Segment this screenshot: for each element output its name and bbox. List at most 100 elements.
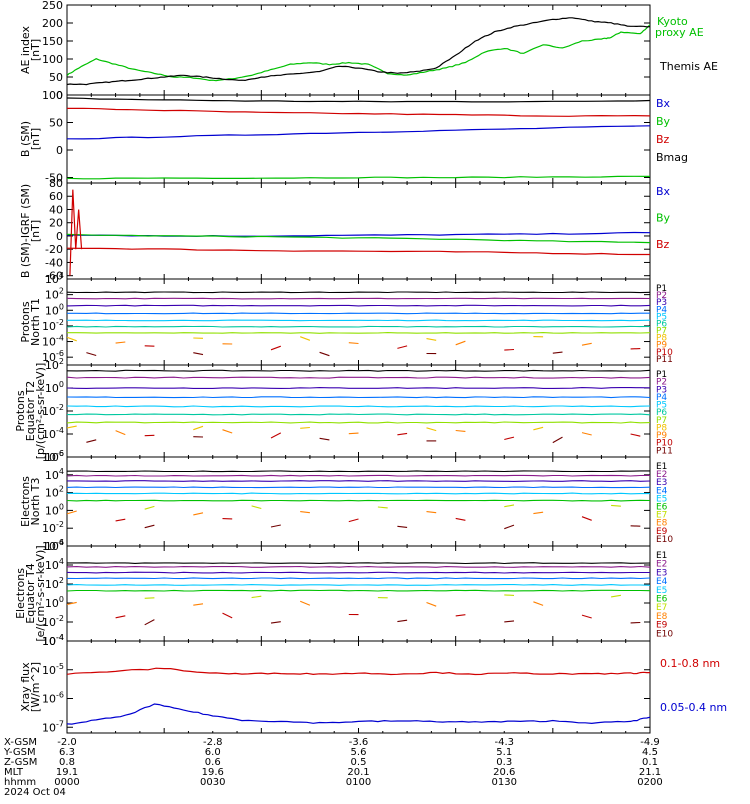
- panel-6-ytick-label: 100: [45, 502, 64, 517]
- series-line-7-E3: [67, 572, 650, 573]
- legend-xray-short: 0.05-0.4 nm: [660, 701, 727, 714]
- series-line-4-P9: [456, 341, 466, 345]
- series-line-4-P11: [553, 352, 563, 353]
- series-line-5-P2: [67, 377, 650, 378]
- legend-3-By: By: [656, 211, 671, 224]
- panel-5-ytick-label: 102: [45, 357, 64, 372]
- series-line-7-E4: [67, 578, 650, 579]
- series-line-4-P10: [271, 346, 281, 350]
- axis-value-0200-4: 0200: [637, 777, 662, 788]
- series-line-4-P4: [67, 313, 650, 314]
- panel-4-ytick-label: 10-2: [42, 318, 64, 333]
- legend-2-Bz: Bz: [656, 133, 670, 146]
- series-line-5-P10: [504, 437, 514, 439]
- panel-3-ytick-label: -20: [45, 243, 63, 256]
- series-line-5-P8: [67, 426, 77, 428]
- series-line-7-E7: [504, 595, 514, 596]
- series-line-6-E8: [300, 512, 310, 513]
- series-line-5-P5: [67, 406, 650, 407]
- panel-3-ytick-label: -40: [45, 256, 63, 269]
- panel-7-ytick-label: 104: [45, 557, 64, 572]
- series-line-5-P9: [349, 433, 359, 434]
- panel-4-ytick-label: 10-4: [42, 334, 64, 349]
- series-line-7-E10: [397, 620, 407, 621]
- series-line-7-E8: [427, 603, 437, 607]
- series-line-5-P10: [271, 433, 281, 438]
- panel-5-frame: [67, 365, 650, 457]
- series-line-6-E10: [504, 525, 514, 529]
- panel-7-ylabel: [e/(cm²-s-sr-keV)]: [34, 545, 47, 641]
- series-line-6-E8: [67, 511, 77, 514]
- series-line-6-E7: [378, 507, 388, 508]
- series-line-5-P8: [300, 428, 310, 429]
- series-line-5-P11: [86, 440, 96, 443]
- panel-2-frame: [67, 95, 650, 183]
- series-line-6-E6: [67, 500, 650, 501]
- series-line-4-P8: [67, 337, 77, 341]
- legend-4-P11: P11: [656, 355, 673, 365]
- series-line-8-0.05-0.4 nm: [67, 704, 650, 724]
- panel-3-frame: [67, 183, 650, 279]
- series-line-1-Themis AE: [67, 18, 650, 85]
- panel-8-ytick-label: 10-7: [42, 719, 64, 734]
- series-line-5-P7: [67, 422, 650, 423]
- series-line-3-Bz: [67, 248, 650, 254]
- series-line-5-P9: [223, 430, 233, 433]
- series-line-6-E7: [252, 506, 262, 509]
- series-line-7-E9: [582, 615, 592, 618]
- legend-3-Bz: Bz: [656, 238, 670, 251]
- series-line-5-P9: [582, 433, 592, 435]
- series-line-4-P11: [193, 353, 203, 355]
- series-line-7-E8: [193, 604, 203, 605]
- panel-1-ytick-label: 250: [42, 0, 63, 12]
- panel-6-ytick-label: 104: [45, 467, 64, 482]
- panel-6-ytick-label: 106: [45, 449, 64, 464]
- series-line-4-P10: [504, 350, 514, 351]
- legend-kyoto-line2: proxy AE: [655, 26, 704, 39]
- legend-xray-long: 0.1-0.8 nm: [660, 657, 720, 670]
- panel-1-ytick-label: 200: [42, 17, 63, 30]
- panel-3-ytick-label: 80: [49, 177, 63, 190]
- series-line-6-E9: [456, 518, 466, 520]
- series-line-4-P2: [67, 298, 650, 299]
- axis-value-0030-4: 0030: [200, 777, 225, 788]
- series-line-6-E1: [67, 471, 650, 472]
- series-line-4-P11: [86, 353, 96, 356]
- series-line-6-E9: [349, 519, 359, 522]
- axis-date: 2024 Oct 04: [4, 787, 66, 798]
- series-line-4-P9: [116, 342, 126, 343]
- series-line-7-E7: [611, 595, 621, 597]
- panel-3-ylabel: [nT]: [29, 220, 42, 242]
- series-line-4-P10: [397, 346, 407, 349]
- series-line-5-P11: [320, 438, 330, 440]
- series-line-7-E2: [67, 567, 650, 568]
- panel-2-ytick-label: 0: [56, 144, 63, 157]
- series-line-2-Bz: [67, 108, 650, 116]
- axis-value-0100-4: 0100: [346, 777, 371, 788]
- panel-1-ytick-label: 150: [42, 35, 63, 48]
- series-line-4-P9: [582, 343, 592, 345]
- series-line-5-P8: [193, 426, 203, 429]
- legend-2-Bmag: Bmag: [656, 151, 688, 164]
- series-line-6-E9: [116, 519, 126, 521]
- axis-value-0130-4: 0130: [492, 777, 517, 788]
- series-line-4-P11: [320, 352, 330, 355]
- panel-8-ytick-label: 10-6: [42, 691, 64, 706]
- series-line-5-P4: [67, 397, 650, 398]
- series-line-4-P3: [67, 305, 650, 306]
- series-line-5-P9: [116, 431, 126, 435]
- series-line-7-E8: [533, 602, 543, 606]
- series-line-6-E2: [67, 475, 650, 476]
- series-line-6-E10: [397, 526, 407, 527]
- legend-5-P11: P11: [656, 446, 673, 456]
- series-line-5-P6: [67, 414, 650, 415]
- legend-2-Bx: Bx: [656, 97, 671, 110]
- series-line-4-P7: [67, 333, 650, 334]
- series-line-4-P8: [427, 339, 437, 341]
- panel-1-ytick-label: 50: [49, 71, 63, 84]
- series-line-6-E7: [145, 506, 155, 509]
- legend-2-By: By: [656, 115, 671, 128]
- panel-4-ylabel: North T1: [29, 298, 42, 346]
- panel-8-ytick-label: 10-5: [42, 662, 64, 677]
- series-line-1-Kyoto proxy AE: [67, 25, 650, 81]
